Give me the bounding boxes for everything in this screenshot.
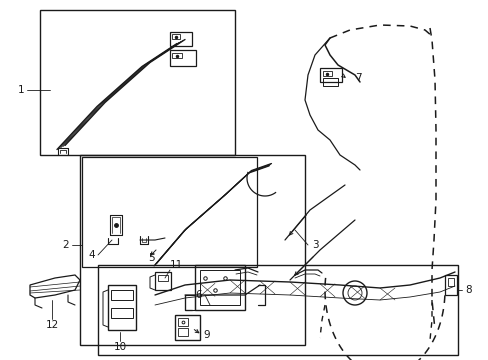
Bar [155,272,171,290]
Bar [80,155,305,345]
Bar [111,290,133,300]
Bar [447,278,453,286]
Bar [170,50,196,66]
Bar [444,275,456,295]
Bar [172,34,180,39]
Bar [40,10,235,155]
Bar [170,32,192,46]
Text: 1: 1 [18,85,24,95]
Text: 4: 4 [88,250,95,260]
Bar [175,315,200,340]
Text: 3: 3 [311,240,318,250]
Text: 8: 8 [464,285,470,295]
Text: 6: 6 [195,290,201,300]
Text: 9: 9 [203,330,209,340]
Bar [323,78,337,86]
Text: 5: 5 [148,253,155,263]
Bar [178,318,187,326]
Bar [98,265,457,355]
Bar [195,265,244,310]
Bar [108,285,136,330]
Bar [200,270,240,305]
Bar [158,275,168,281]
Text: 7: 7 [354,73,361,83]
Text: 2: 2 [62,240,68,250]
Bar [323,71,331,76]
Bar [178,328,187,336]
Bar [82,157,257,267]
Text: 10: 10 [113,342,126,352]
Bar [111,308,133,318]
Bar [172,53,182,58]
Text: 12: 12 [45,320,59,330]
Text: 11: 11 [170,260,183,270]
Bar [319,68,341,82]
Bar [184,295,195,310]
